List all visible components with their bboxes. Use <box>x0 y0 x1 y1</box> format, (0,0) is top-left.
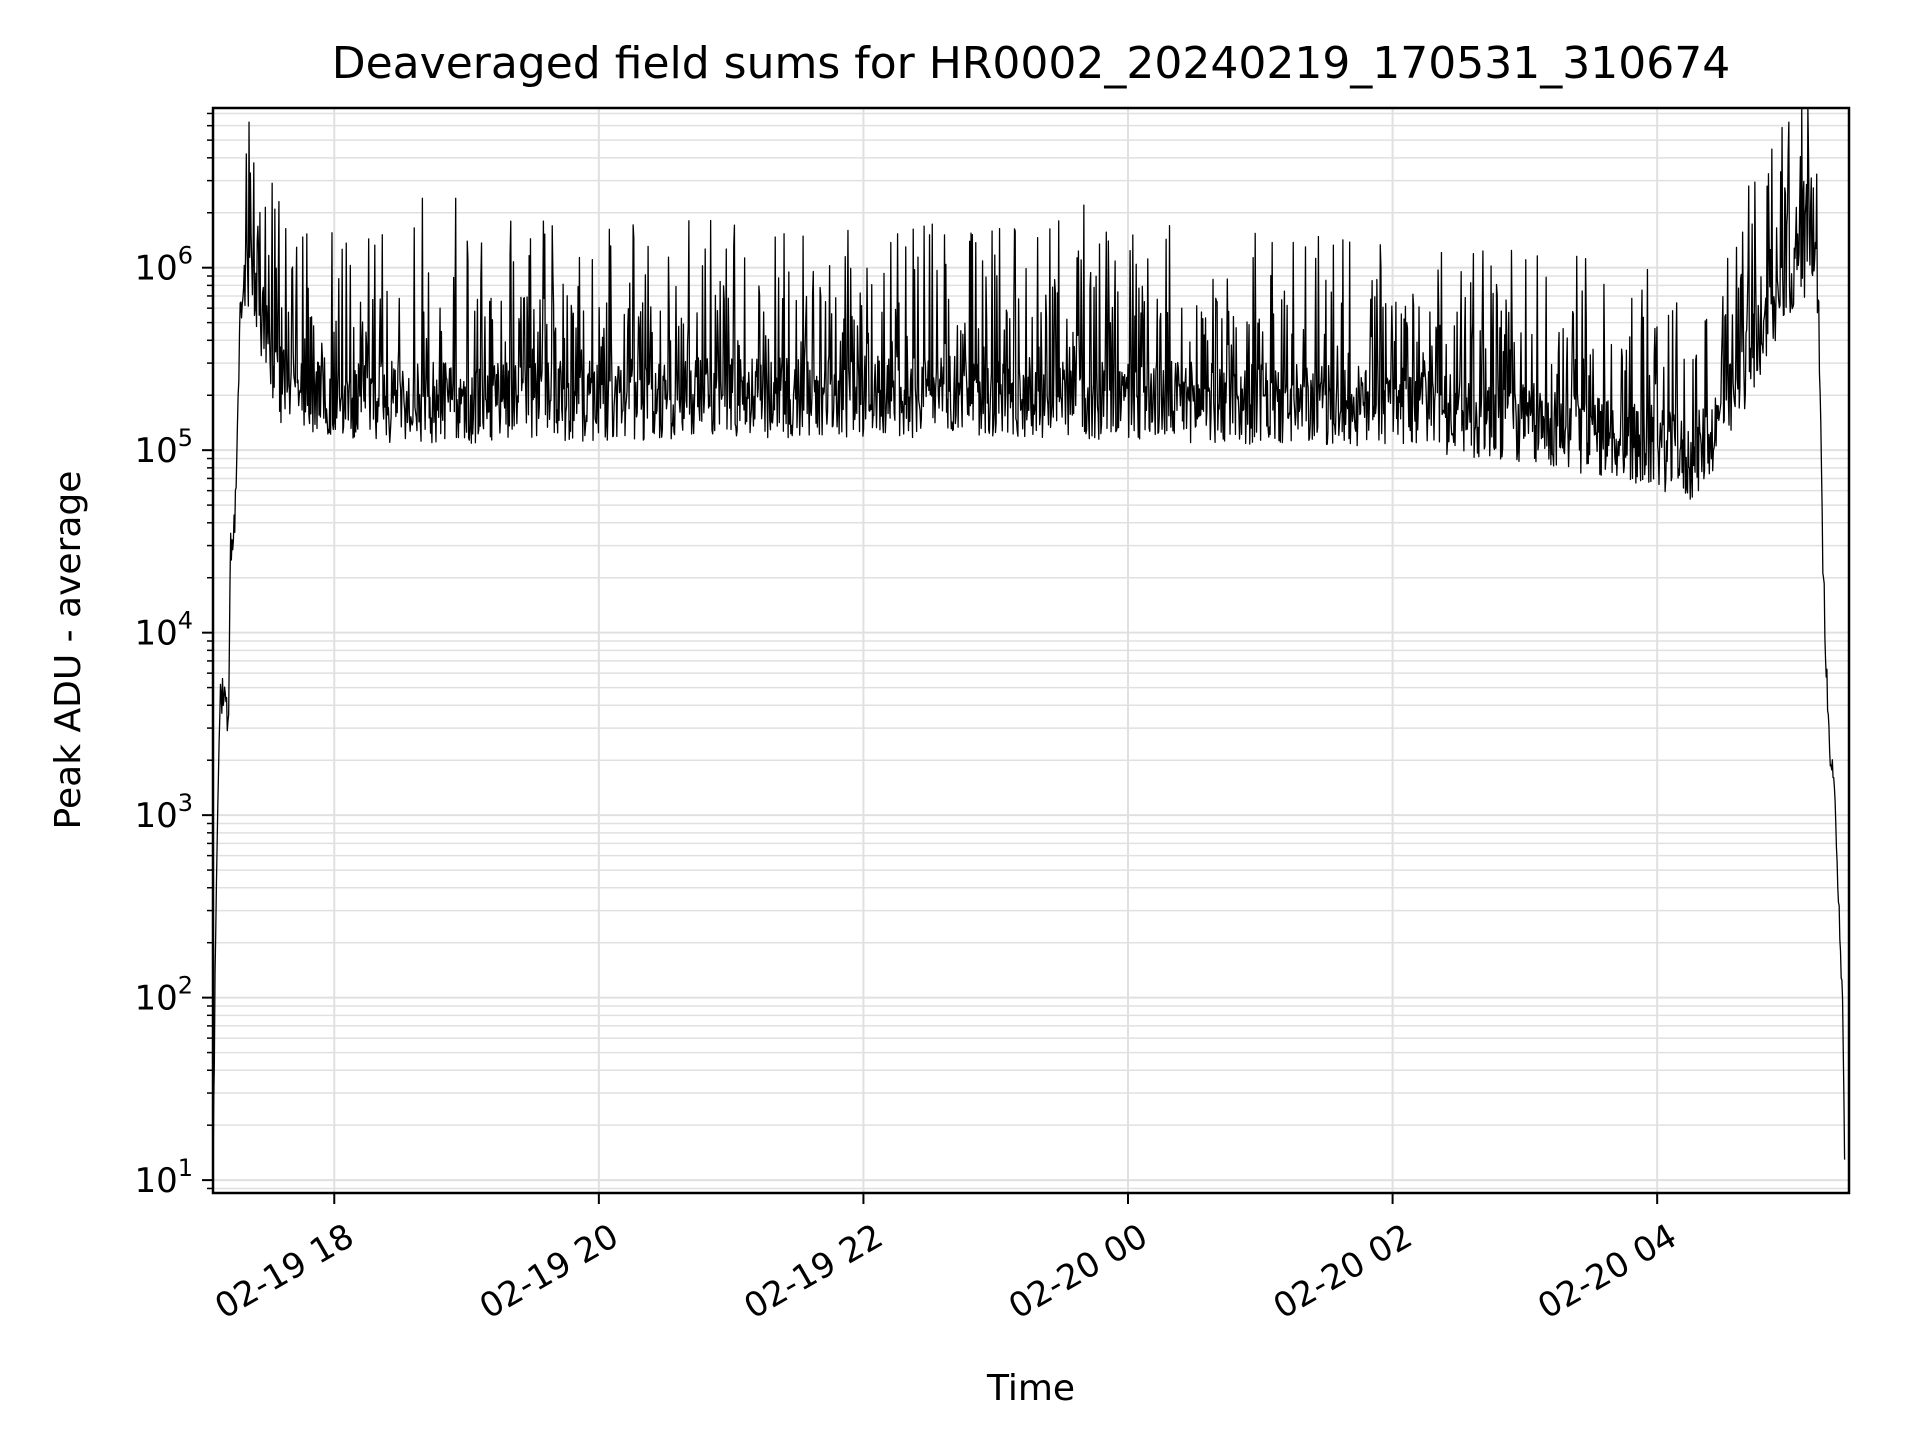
y-tick-base: 10 <box>134 431 177 471</box>
series-line <box>212 107 1846 1178</box>
grid-major-lines <box>213 108 1849 1193</box>
y-tick-base: 10 <box>134 796 177 836</box>
y-axis-label: Peak ADU - average <box>48 471 89 830</box>
y-tick-exponent: 2 <box>178 972 193 1000</box>
y-tick-exponent: 5 <box>178 424 193 452</box>
series-layer <box>212 107 1846 1178</box>
y-tick-label: 102 <box>134 972 193 1019</box>
x-axis-label: Time <box>986 1368 1075 1409</box>
y-tick-label: 101 <box>134 1154 193 1201</box>
y-tick-exponent: 1 <box>178 1154 193 1182</box>
y-tick-base: 10 <box>134 249 177 289</box>
y-tick-base: 10 <box>134 614 177 654</box>
y-tick-base: 10 <box>134 979 177 1019</box>
y-tick-label: 103 <box>134 789 193 836</box>
y-tick-exponent: 3 <box>178 789 193 817</box>
chart-title: Deaveraged field sums for HR0002_2024021… <box>332 38 1731 89</box>
y-tick-base: 10 <box>134 1161 177 1201</box>
y-tick-exponent: 6 <box>178 242 193 270</box>
y-tick-exponent: 4 <box>178 607 193 635</box>
y-tick-label: 104 <box>134 607 193 654</box>
y-tick-label: 106 <box>134 242 193 289</box>
y-tick-label: 105 <box>134 424 193 471</box>
